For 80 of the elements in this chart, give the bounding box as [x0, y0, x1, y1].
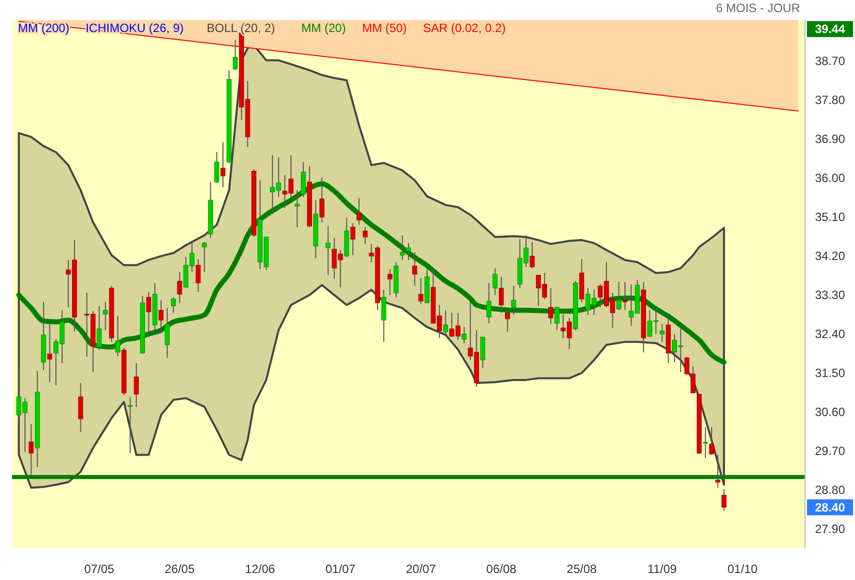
candlestick [406, 242, 411, 260]
candlestick [498, 276, 504, 314]
candlestick [511, 285, 516, 316]
candlestick [164, 308, 170, 358]
candlestick [554, 306, 560, 331]
x-tick-label: 01/07 [325, 562, 356, 576]
candlestick [387, 268, 392, 296]
x-tick-label: 26/05 [164, 562, 195, 576]
annotation: MM (200) [18, 21, 70, 35]
x-tick-label: 20/07 [406, 562, 436, 576]
y-tick-label: 35.10 [814, 210, 846, 224]
y-tick-label: 36.90 [814, 132, 846, 146]
x-tick-label: 25/08 [566, 562, 598, 576]
candlestick [196, 258, 201, 293]
candlestick [214, 152, 220, 184]
annotation: ICHIMOKU (26, 9) [86, 21, 184, 35]
text: MM (20) [301, 21, 346, 35]
candlestick [202, 242, 207, 273]
candlestick [492, 268, 498, 296]
candlestick [350, 222, 356, 256]
candlestick [102, 301, 108, 331]
candlestick [660, 324, 665, 342]
candlestick [300, 162, 306, 198]
candlestick [443, 310, 448, 336]
candlestick [232, 39, 238, 71]
candlestick [146, 292, 152, 338]
y-tick-label: 38.70 [814, 54, 846, 68]
candlestick [319, 176, 324, 223]
candlestick [134, 362, 139, 408]
y-tick-label: 28.40 [814, 500, 846, 514]
candlestick [170, 296, 176, 314]
annotation: SAR (0.02, 0.2) [423, 21, 506, 35]
candlestick [115, 315, 120, 357]
candlestick [622, 282, 628, 311]
candlestick [96, 305, 102, 351]
candlestick [702, 426, 708, 458]
candlestick [548, 288, 554, 325]
y-tick-label: 30.60 [814, 404, 846, 419]
annotation: MM (50) [362, 21, 407, 35]
y-tick-label: 32.40 [814, 327, 846, 342]
annotation: BOLL (20, 2) [206, 21, 276, 35]
y-tick-label: 36.00 [814, 171, 846, 186]
x-tick-label: 01/10 [728, 562, 758, 576]
candlestick [709, 426, 714, 456]
candlestick [294, 190, 300, 228]
y-tick-label: 28.80 [814, 482, 846, 497]
y-tick-label: 31.50 [814, 366, 846, 380]
candlestick [326, 226, 331, 276]
candlestick [715, 454, 720, 488]
candlestick [616, 282, 622, 311]
x-tick-label: 12/06 [245, 562, 276, 576]
candlestick [400, 234, 405, 260]
candlestick [78, 382, 84, 432]
candlestick [480, 336, 486, 368]
y-tick-label: 29.70 [814, 444, 846, 458]
candlestick [381, 289, 386, 342]
candlestick [722, 488, 726, 512]
candlestick [128, 396, 133, 454]
y-tick-label: 39.44 [814, 22, 846, 36]
candlestick [418, 278, 424, 305]
x-tick-label: 11/09 [648, 562, 678, 576]
y-tick-label: 37.80 [814, 93, 846, 108]
y-tick-label: 27.90 [814, 522, 846, 536]
candlestick [158, 300, 164, 334]
chart-subtitle: 6 MOIS - JOUR [716, 1, 800, 15]
candlestick [412, 252, 418, 286]
candlestick [356, 198, 362, 226]
candlestick [47, 321, 52, 383]
candlestick [486, 282, 492, 324]
candlestick [530, 242, 535, 269]
candlestick [462, 326, 467, 344]
x-tick-label: 07/05 [84, 562, 115, 576]
candlestick [362, 226, 368, 244]
candlestick [28, 424, 34, 476]
candlestick [505, 312, 510, 332]
candlestick [177, 272, 182, 304]
y-tick-label: 34.20 [814, 249, 846, 264]
x-tick-label: 06/08 [486, 562, 517, 576]
candlestick [220, 142, 226, 188]
y-tick-label: 33.30 [814, 288, 846, 302]
